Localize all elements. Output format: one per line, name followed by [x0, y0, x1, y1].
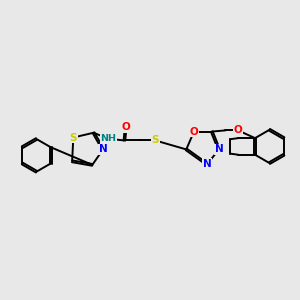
Text: O: O — [121, 122, 130, 132]
Text: S: S — [70, 133, 77, 142]
Text: N: N — [99, 144, 107, 154]
Text: N: N — [203, 159, 212, 169]
Text: O: O — [234, 125, 242, 135]
Text: N: N — [214, 144, 223, 154]
Text: NH: NH — [100, 134, 116, 143]
Text: O: O — [190, 127, 198, 136]
Text: S: S — [152, 136, 159, 146]
